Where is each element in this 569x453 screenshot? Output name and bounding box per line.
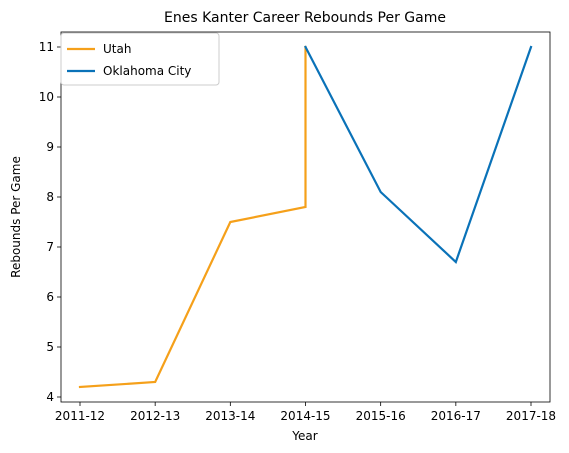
x-axis: 2011-12 2012-13 2013-14 2014-15 2015-16 2016-… (55, 402, 556, 423)
x-tick-label: 2012-13 (130, 409, 180, 423)
x-tick-label: 2015-16 (356, 409, 406, 423)
x-tick-label: 2017-18 (506, 409, 556, 423)
y-tick-label: 5 (46, 340, 54, 354)
y-tick-label: 10 (39, 90, 54, 104)
series-line-1 (306, 47, 532, 262)
series-line-0 (80, 47, 306, 387)
x-tick-label: 2016-17 (431, 409, 481, 423)
y-tick-label: 9 (46, 140, 54, 154)
y-tick-label: 7 (46, 240, 54, 254)
x-tick-label: 2014-15 (280, 409, 330, 423)
y-tick-label: 4 (46, 390, 54, 404)
y-axis-label: Rebounds Per Game (9, 156, 23, 278)
y-tick-label: 6 (46, 290, 54, 304)
x-tick-label: 2011-12 (55, 409, 105, 423)
legend-label: Utah (103, 42, 131, 56)
series-layer (80, 47, 531, 387)
legend: Utah Oklahoma City (61, 33, 219, 85)
plot-area (61, 32, 550, 402)
legend-label: Oklahoma City (103, 64, 191, 78)
x-axis-label: Year (291, 429, 317, 443)
x-tick-label: 2013-14 (205, 409, 255, 423)
y-axis: 4 5 6 7 8 9 10 11 (39, 40, 61, 404)
chart-title: Enes Kanter Career Rebounds Per Game (164, 10, 446, 26)
y-tick-label: 8 (46, 190, 54, 204)
y-tick-label: 11 (39, 40, 54, 54)
